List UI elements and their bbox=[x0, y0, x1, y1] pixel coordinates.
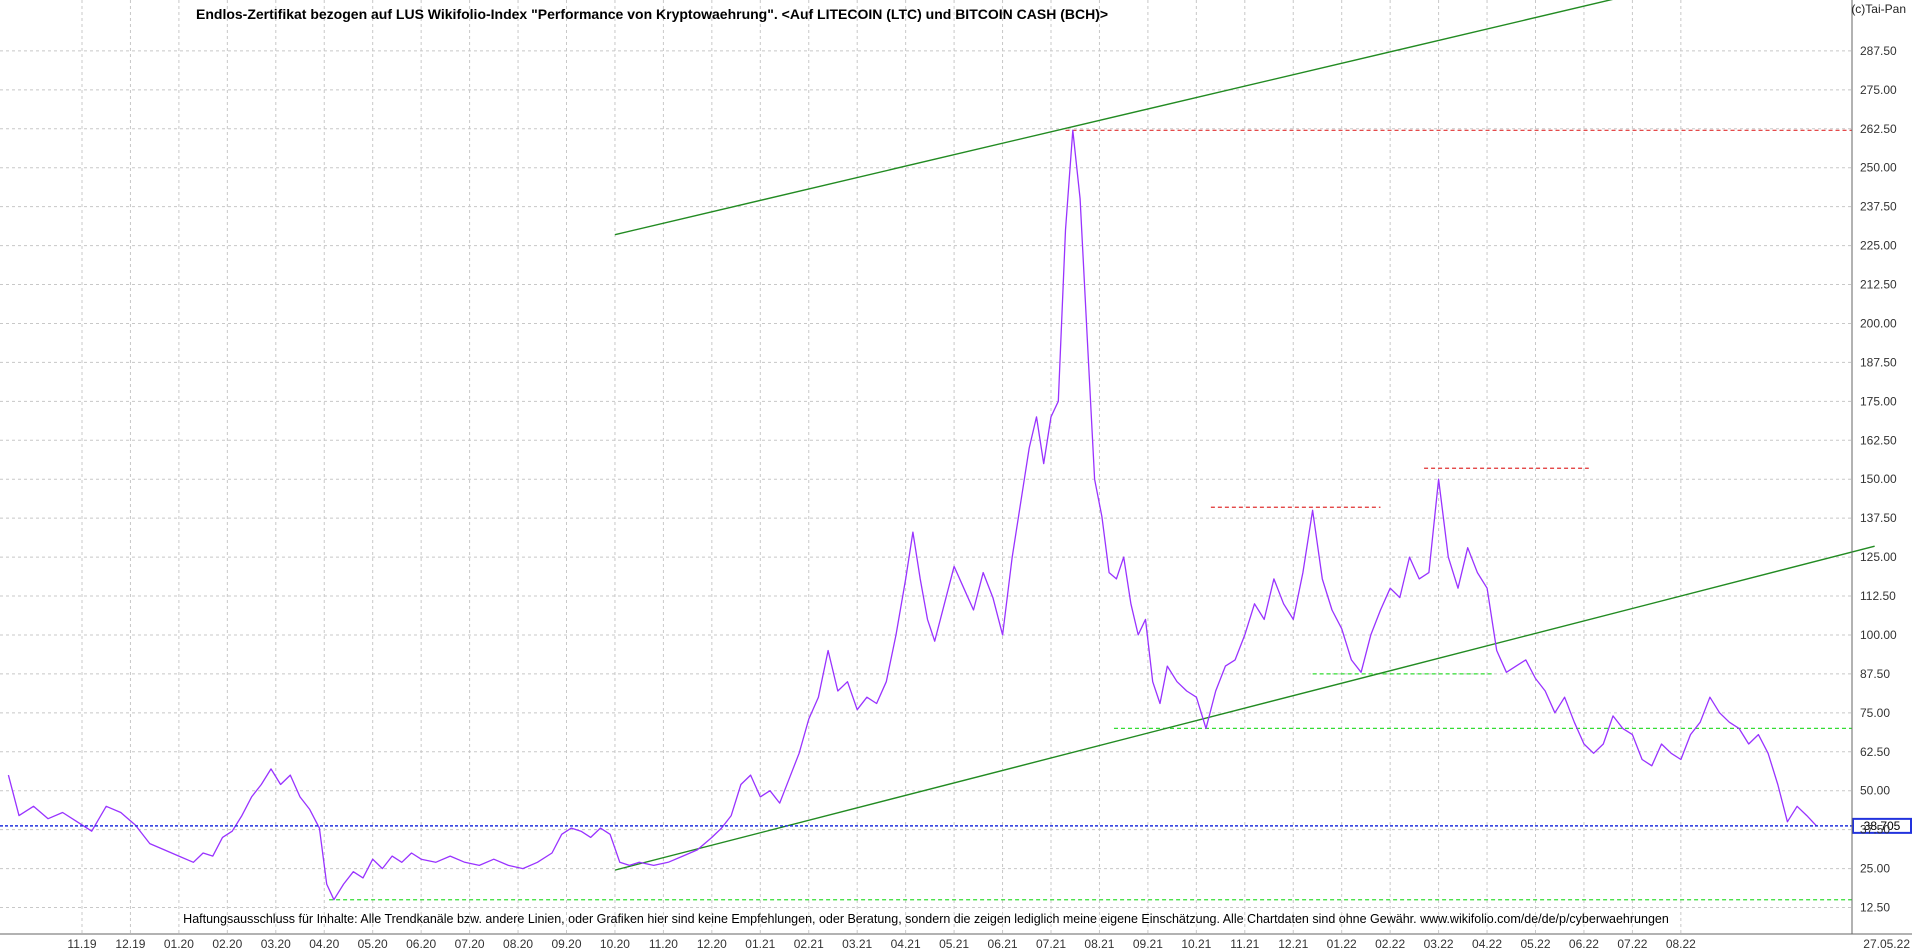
y-tick-label: 200.00 bbox=[1860, 316, 1897, 330]
y-tick-label: 250.00 bbox=[1860, 161, 1897, 175]
y-tick-label: 225.00 bbox=[1860, 239, 1897, 253]
x-tick-label: 12.19 bbox=[115, 937, 145, 951]
x-tick-label: 12.20 bbox=[697, 937, 727, 951]
y-tick-label: 125.00 bbox=[1860, 550, 1897, 564]
y-tick-label: 75.00 bbox=[1860, 706, 1890, 720]
trend-lines bbox=[614, 0, 1875, 871]
y-tick-label: 137.50 bbox=[1860, 511, 1897, 525]
resistance-channel-line bbox=[614, 0, 1614, 236]
x-tick-label: 05.22 bbox=[1520, 937, 1550, 951]
horizontal-levels bbox=[329, 129, 1852, 901]
x-tick-label: 04.20 bbox=[309, 937, 339, 951]
current-price: 38.705 bbox=[0, 817, 1912, 834]
y-tick-label: 212.50 bbox=[1860, 278, 1897, 292]
y-tick-label: 112.50 bbox=[1860, 589, 1896, 603]
x-tick-label: 02.20 bbox=[212, 937, 242, 951]
x-tick-label: 04.22 bbox=[1472, 937, 1502, 951]
x-tick-label: 08.20 bbox=[503, 937, 533, 951]
y-tick-label: 287.50 bbox=[1860, 44, 1897, 58]
current-price-label: 38.705 bbox=[1864, 819, 1901, 833]
x-tick-label: 06.22 bbox=[1569, 937, 1599, 951]
x-tick-label: 10.20 bbox=[600, 937, 630, 951]
x-tick-label: 11.19 bbox=[67, 937, 96, 951]
x-tick-label: 07.21 bbox=[1036, 937, 1066, 951]
chart-title: Endlos-Zertifikat bezogen auf LUS Wikifo… bbox=[196, 6, 1109, 22]
x-tick-label: 08.21 bbox=[1084, 937, 1114, 951]
x-tick-label: 07.22 bbox=[1617, 937, 1647, 951]
y-tick-label: 150.00 bbox=[1860, 472, 1897, 486]
y-tick-label: 187.50 bbox=[1860, 355, 1897, 369]
y-tick-label: 25.00 bbox=[1860, 862, 1890, 876]
x-tick-label: 03.22 bbox=[1424, 937, 1454, 951]
x-tick-label: 06.21 bbox=[988, 937, 1018, 951]
x-tick-label: 11.21 bbox=[1230, 937, 1259, 951]
disclaimer: Haftungsausschluss für Inhalte: Alle Tre… bbox=[183, 912, 1669, 926]
y-tick-label: 100.00 bbox=[1860, 628, 1897, 642]
x-tick-label: 03.21 bbox=[842, 937, 872, 951]
x-tick-label: 05.21 bbox=[939, 937, 969, 951]
y-tick-label: 87.50 bbox=[1860, 667, 1890, 681]
y-tick-label: 175.00 bbox=[1860, 394, 1897, 408]
x-tick-label: 01.21 bbox=[745, 937, 775, 951]
y-tick-label: 50.00 bbox=[1860, 784, 1890, 798]
current-price-badge-inner bbox=[1854, 819, 1910, 832]
x-tick-label: 07.20 bbox=[455, 937, 485, 951]
grid bbox=[0, 0, 1852, 934]
x-tick-label: 08.22 bbox=[1666, 937, 1696, 951]
x-tick-label: 05.20 bbox=[358, 937, 388, 951]
x-end-label: 27.05.22 bbox=[1863, 937, 1910, 951]
y-tick-label: 237.50 bbox=[1860, 200, 1897, 214]
support-channel-line bbox=[614, 545, 1875, 871]
x-tick-label: 01.22 bbox=[1327, 937, 1357, 951]
y-tick-label: 275.00 bbox=[1860, 83, 1897, 97]
x-tick-label: 10.21 bbox=[1181, 937, 1211, 951]
y-tick-label: 262.50 bbox=[1860, 122, 1897, 136]
x-tick-label: 06.20 bbox=[406, 937, 436, 951]
price-series bbox=[7, 129, 1817, 901]
y-tick-label: 37.50 bbox=[1860, 823, 1890, 837]
y-tick-label: 62.50 bbox=[1860, 745, 1890, 759]
x-tick-label: 09.21 bbox=[1133, 937, 1163, 951]
x-tick-label: 02.22 bbox=[1375, 937, 1405, 951]
y-tick-label: 162.50 bbox=[1860, 433, 1897, 447]
x-tick-label: 03.20 bbox=[261, 937, 291, 951]
x-tick-label: 01.20 bbox=[164, 937, 194, 951]
x-tick-label: 02.21 bbox=[794, 937, 824, 951]
brand-label: (c)Tai-Pan bbox=[1851, 2, 1906, 16]
x-tick-label: 11.20 bbox=[649, 937, 678, 951]
x-tick-label: 04.21 bbox=[891, 937, 921, 951]
price-line bbox=[7, 129, 1817, 901]
x-tick-label: 12.21 bbox=[1278, 937, 1308, 951]
y-tick-label: 12.50 bbox=[1860, 901, 1890, 915]
x-tick-label: 09.20 bbox=[551, 937, 581, 951]
